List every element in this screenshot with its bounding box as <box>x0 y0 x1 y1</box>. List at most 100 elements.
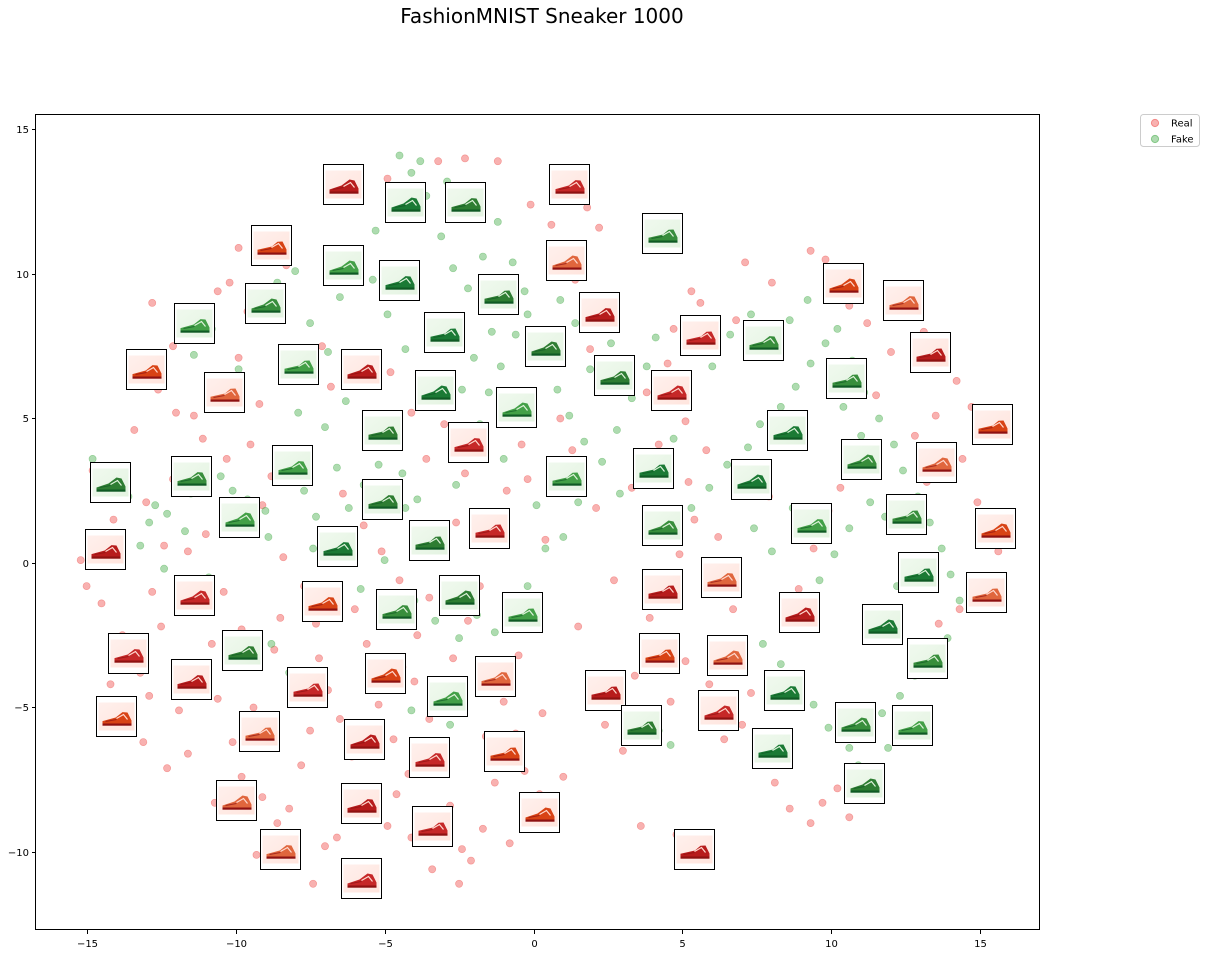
point-real-127 <box>690 515 699 524</box>
thumbnail-real-32 <box>585 670 626 711</box>
point-real-83 <box>502 486 511 495</box>
thumbnail-real-7 <box>883 280 924 321</box>
point-real-28 <box>207 640 216 648</box>
thumbnail-real-19 <box>701 557 742 598</box>
point-real-207 <box>315 654 323 663</box>
thumbnail-fake-45 <box>844 763 885 804</box>
point-real-141 <box>833 784 842 793</box>
point-real-0 <box>76 556 85 564</box>
point-real-89 <box>386 368 395 377</box>
thumbnail-real-43 <box>260 829 301 870</box>
thumbnail-real-20 <box>642 569 683 610</box>
plot-frame <box>35 114 1040 930</box>
thumbnail-fake-1 <box>445 182 486 223</box>
point-real-157 <box>887 348 895 356</box>
point-fake-69 <box>234 365 243 374</box>
point-fake-71 <box>294 408 303 417</box>
point-real-195 <box>568 446 577 455</box>
point-real-34 <box>237 772 246 781</box>
point-real-187 <box>654 440 663 449</box>
point-fake-141 <box>708 362 717 371</box>
point-real-107 <box>148 298 157 307</box>
thumbnail-fake-14 <box>826 358 867 399</box>
point-fake-148 <box>857 431 866 440</box>
point-real-30 <box>175 706 183 715</box>
point-real-161 <box>806 246 815 255</box>
thumbnail-real-36 <box>344 719 385 760</box>
point-fake-147 <box>839 402 848 411</box>
point-fake-34 <box>580 437 589 446</box>
point-fake-132 <box>830 550 839 559</box>
point-real-220 <box>610 576 618 585</box>
point-real-81 <box>452 518 460 527</box>
thumbnail-real-0 <box>323 164 364 205</box>
point-fake-171 <box>499 454 508 463</box>
y-tick-label: −5 <box>14 703 29 714</box>
thumbnail-fake-15 <box>496 387 537 428</box>
point-fake-154 <box>616 489 624 498</box>
point-real-178 <box>669 324 678 333</box>
thumbnail-fake-24 <box>731 459 772 500</box>
thumbnail-real-18 <box>975 508 1016 549</box>
y-tick-label: −10 <box>8 848 29 859</box>
point-real-194 <box>556 414 565 423</box>
thumbnail-real-24 <box>779 592 820 633</box>
point-fake-45 <box>335 293 344 301</box>
point-fake-92 <box>407 706 416 715</box>
point-fake-98 <box>687 504 696 512</box>
point-fake-101 <box>744 443 752 452</box>
point-fake-131 <box>815 576 824 585</box>
point-real-142 <box>845 813 854 822</box>
thumbnail-fake-5 <box>478 274 519 315</box>
point-fake-28 <box>496 362 505 371</box>
point-fake-149 <box>750 524 758 533</box>
point-fake-30 <box>523 310 532 319</box>
thumbnail-fake-34 <box>376 589 417 630</box>
point-real-43 <box>279 553 288 562</box>
y-tick-label: 15 <box>16 125 29 136</box>
thumbnail-fake-4 <box>379 260 420 301</box>
point-real-45 <box>335 715 344 723</box>
point-real-74 <box>338 489 347 498</box>
point-real-169 <box>973 498 982 507</box>
thumbnail-fake-28 <box>317 526 358 567</box>
point-real-156 <box>872 391 880 400</box>
point-fake-168 <box>532 501 541 510</box>
point-real-11 <box>160 541 168 550</box>
point-real-118 <box>321 842 329 851</box>
point-fake-110 <box>875 414 883 423</box>
x-tick-label: 5 <box>679 939 685 950</box>
point-fake-27 <box>484 388 493 397</box>
point-real-130 <box>714 533 723 541</box>
point-real-24 <box>246 440 255 449</box>
thumbnail-fake-3 <box>323 245 364 286</box>
point-real-129 <box>702 446 711 455</box>
legend-marker-fake <box>1150 134 1160 144</box>
thumbnail-real-23 <box>966 572 1007 613</box>
point-real-16 <box>189 411 198 420</box>
point-fake-122 <box>878 709 886 718</box>
point-real-209 <box>362 640 371 648</box>
thumbnail-real-27 <box>707 635 748 676</box>
point-real-95 <box>493 157 502 166</box>
thumbnail-real-35 <box>239 711 280 752</box>
point-real-139 <box>806 819 815 827</box>
point-fake-89 <box>267 640 276 648</box>
point-real-131 <box>729 605 737 614</box>
point-fake-35 <box>598 457 606 466</box>
point-real-3 <box>97 599 106 608</box>
point-fake-18 <box>374 460 383 469</box>
legend: Real Fake <box>1140 114 1200 147</box>
point-real-79 <box>440 420 449 429</box>
point-real-36 <box>273 819 282 827</box>
point-real-62 <box>467 856 475 865</box>
thumbnails-layer <box>85 164 1016 899</box>
thumbnail-fake-38 <box>907 638 948 679</box>
point-fake-160 <box>469 353 478 362</box>
y-tick-label: 5 <box>23 414 29 425</box>
point-real-179 <box>687 287 696 296</box>
point-real-103 <box>586 345 594 353</box>
thumbnail-fake-17 <box>362 410 403 451</box>
point-real-218 <box>514 651 523 660</box>
thumbnail-real-42 <box>519 792 560 833</box>
